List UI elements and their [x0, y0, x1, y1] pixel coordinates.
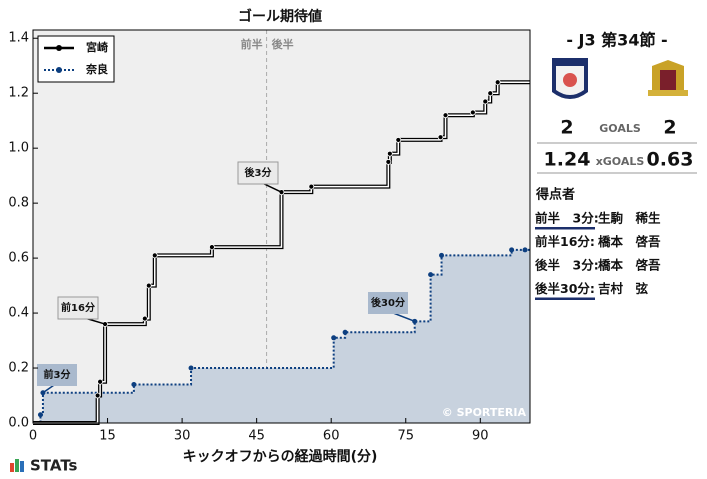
away-goals: 2: [663, 117, 676, 139]
legend-dot: [56, 67, 62, 73]
away-logo: [648, 60, 688, 96]
scorer-underline: [535, 227, 595, 230]
x-tick-label: 30: [174, 429, 191, 444]
half-label: 前半: [241, 37, 263, 51]
x-tick-label: 0: [29, 429, 37, 444]
scorer-name: 橋本 啓吾: [598, 234, 661, 249]
y-tick-label: 1.4: [8, 31, 29, 46]
annotation: 後3分: [245, 166, 272, 179]
point: [385, 159, 392, 165]
point: [439, 252, 445, 258]
home-logo: [552, 58, 588, 99]
scorer-time: 前半16分:: [535, 234, 595, 249]
point: [94, 392, 101, 399]
half-label: 後半: [272, 37, 294, 51]
point: [37, 412, 43, 418]
scorers-title: 得点者: [535, 187, 575, 203]
point: [145, 282, 152, 289]
point: [131, 382, 137, 388]
area: [33, 249, 530, 423]
home-xg: 1.24: [544, 149, 591, 171]
brand: STATs: [30, 457, 78, 475]
legend-label: 奈良: [85, 62, 108, 76]
scorer-time: 後半30分:: [535, 281, 595, 296]
point: [522, 247, 528, 253]
point: [342, 329, 348, 335]
x-tick-label: 90: [472, 429, 489, 444]
point: [482, 98, 489, 105]
chart-title: ゴール期待値: [238, 8, 322, 25]
watermark: © SPORTERIA: [442, 406, 527, 419]
annotation-box: [57, 296, 99, 320]
line: [33, 248, 530, 424]
y-tick-label: 1.0: [8, 141, 29, 156]
scorer-name: 吉村 弦: [598, 281, 649, 296]
scorer-time: 前半 3分:: [535, 211, 599, 226]
y-tick-label: 0.6: [8, 251, 29, 266]
scorer-time: 後半 3分:: [535, 258, 599, 273]
legend-dot: [56, 45, 62, 51]
round: - J3 第34節 -: [566, 31, 667, 50]
x-tick-label: 45: [248, 429, 265, 444]
point: [395, 137, 402, 143]
annotation: 前16分: [61, 301, 95, 314]
point: [509, 247, 515, 253]
point: [469, 109, 476, 116]
y-tick-label: 0.4: [8, 306, 29, 321]
point: [494, 79, 501, 86]
brand-logo: [10, 459, 24, 472]
point: [428, 272, 434, 278]
goals-label: GOALS: [599, 122, 641, 135]
point: [209, 244, 215, 251]
annotation: 後30分: [371, 296, 405, 309]
point: [442, 112, 449, 119]
x-axis-label: キックオフからの経過時間(分): [183, 448, 378, 465]
scorer-underline: [535, 297, 595, 300]
scorer-name: 生駒 稀生: [598, 211, 661, 226]
x-tick-label: 75: [397, 429, 414, 444]
home-goals: 2: [560, 117, 573, 139]
y-tick-label: 0.2: [8, 361, 29, 376]
xg-label: xGOALS: [596, 155, 645, 168]
legend-box: [37, 35, 115, 83]
point: [308, 183, 315, 190]
point: [97, 378, 103, 385]
y-tick-label: 0.0: [8, 416, 29, 431]
line-inner: [33, 81, 530, 424]
x-tick-label: 60: [323, 429, 340, 444]
annotation-box: [237, 161, 279, 185]
point: [386, 150, 393, 157]
point: [141, 315, 148, 322]
annotation-box: [37, 364, 77, 386]
point: [188, 365, 194, 371]
point: [437, 134, 444, 141]
point: [151, 252, 158, 259]
annotation-box: [368, 292, 408, 314]
annotation: 前3分: [44, 368, 71, 381]
point: [331, 335, 337, 341]
away-xg: 0.63: [647, 149, 694, 171]
x-tick-label: 15: [99, 429, 116, 444]
plot-frame: [32, 29, 531, 424]
legend-label: 宮崎: [86, 40, 108, 54]
scorer-name: 橋本 啓吾: [598, 258, 661, 273]
y-tick-label: 1.2: [8, 86, 29, 101]
point: [487, 90, 494, 97]
y-tick-label: 0.8: [8, 196, 29, 211]
